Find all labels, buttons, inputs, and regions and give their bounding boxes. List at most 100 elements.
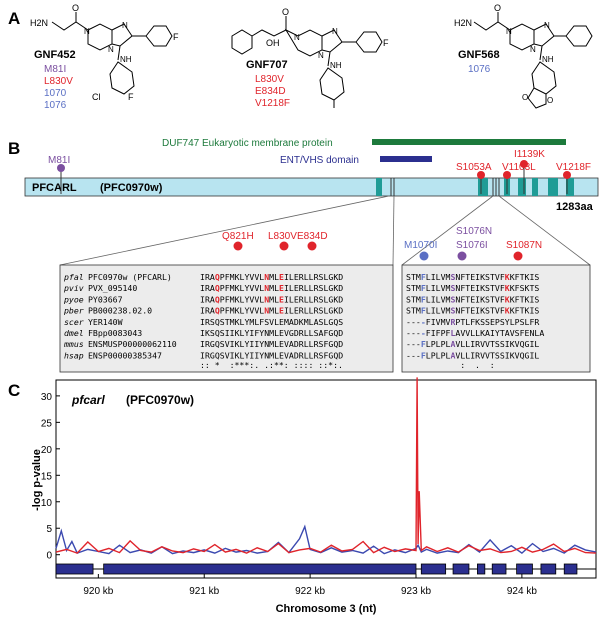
y-tick-label: 30	[41, 392, 53, 403]
left-mutation-2: E834D	[297, 231, 328, 242]
mutation-marker-e834d	[307, 241, 317, 251]
alignment-seq-id: PB000238.02.0	[88, 306, 152, 316]
conservation-left: :: * :***:. .:**: :::: ::*:.	[200, 360, 343, 370]
gnf568-n2: N	[530, 45, 536, 54]
gnf707-mutation-1: E834D	[255, 86, 286, 97]
x-tick-label: 921 kb	[189, 586, 219, 597]
left-mutation-1: L830V	[268, 231, 297, 242]
protein-id: (PFC0970w)	[100, 182, 163, 194]
series-lines	[55, 377, 597, 555]
y-tick-label: 10	[41, 498, 53, 509]
panel-b-label: B	[8, 139, 20, 158]
gnf707-mutations: L830V E834D V1218F	[255, 74, 290, 109]
right-region-mutations: M1070I S1076N S1076I S1087N	[404, 226, 542, 261]
y-tick-label: 20	[41, 445, 53, 456]
gnf568-mutation-0: 1076	[468, 64, 491, 75]
top-mutation-2: V1103L	[502, 162, 536, 173]
gnf568-o1: O	[522, 93, 528, 102]
gnf707-oh: OH	[266, 38, 280, 48]
protein-bar	[24, 177, 599, 197]
alignment-seq-right: STMFLILVMSNFTEIKSTVFKKFSKTS	[406, 283, 539, 293]
alignment-seq-id: ENSP00000385347	[88, 350, 162, 360]
gene-block	[55, 563, 94, 575]
tm-segment	[532, 178, 538, 196]
top-mutation-0: M81I	[48, 155, 70, 166]
panel-c-label: C	[8, 381, 20, 400]
alignment-seq-left: IRAQPFMKLYVVLNMLEILERLLRSLGKD	[200, 294, 343, 304]
panel-a-label: A	[8, 9, 20, 28]
gnf707-n2: N	[318, 51, 324, 60]
y-tick-label: 25	[41, 418, 53, 429]
tm-segment	[518, 178, 526, 196]
gnf452-mutations: M81I L830V 1070 1076	[44, 64, 73, 111]
gnf707-name: GNF707	[246, 59, 288, 71]
alignment-rows: pfal PFC0970w (PFCARL) IRAQPFMKLYVVLNMLEIL…	[63, 272, 544, 360]
gnf707-o: O	[282, 7, 289, 17]
gnf452-n2: N	[108, 45, 114, 54]
y-axis-label: -log p-value	[31, 449, 43, 511]
gnf568-nh: NH	[542, 55, 554, 64]
alignment-species: pviv	[63, 283, 84, 293]
plot-title-id: (PFC0970w)	[126, 393, 194, 407]
x-tick-label: 924 kb	[507, 586, 537, 597]
gnf568-o: O	[494, 3, 501, 13]
alignment-species: scer	[64, 317, 84, 327]
panel-b: B DUF747 Eukaryotic membrane protein ENT…	[8, 138, 599, 373]
alignment-seq-right: STMFLILVMSNFTEIKSTVFKKFTKIS	[406, 306, 539, 316]
gnf452-nh: NH	[120, 55, 132, 64]
gnf568-name: GNF568	[458, 49, 500, 61]
mutation-marker-m1070i	[419, 251, 429, 261]
alignment-seq-left: IRAQPFMKLYVVLNMLEILERLLRSLGKD	[200, 306, 343, 316]
mutation-marker-s1053a	[477, 171, 485, 179]
series-line-1	[55, 377, 597, 554]
gene-block	[452, 563, 470, 575]
alignment-seq-left: IRAQPFMKLYVVLNMLEILERLLRSLGKD	[200, 283, 343, 293]
gnf452-name: GNF452	[34, 49, 76, 61]
ent-domain-bar	[380, 156, 432, 162]
conservation-right: : . :	[406, 360, 495, 370]
gene-block	[516, 563, 533, 575]
alignment-seq-right: STMFLILVMSNFTEIKSTVFKKFTKIS	[406, 272, 539, 282]
top-mutation-3: I1139K	[514, 149, 545, 160]
alignment-seq-id: PFC0970w (PFCARL)	[88, 272, 172, 282]
alignment-seq-id: FBpp0083043	[88, 328, 142, 338]
duf747-label: DUF747 Eukaryotic membrane protein	[162, 138, 333, 149]
gene-track	[55, 563, 596, 575]
alignment-seq-left: IKSQSIIKLYIFYNMLEVGDRLLSAFGQD	[200, 328, 343, 338]
alignment-species: pfal	[63, 272, 84, 282]
alignment-seq-id: ENSMUSP00000062110	[88, 339, 177, 349]
gnf568-structure	[473, 12, 593, 109]
alignment-seq-right: ---FLPLPLAVLLIRVVTSSIKVQGIL	[406, 350, 539, 360]
gnf452-mutation-2: 1070	[44, 88, 67, 99]
gene-block	[563, 563, 578, 575]
zoom-lines	[59, 195, 591, 266]
tm-segment	[548, 178, 558, 196]
alignment-seq-right: STMFLILVMSNFTEIKSTVFKKFTKIS	[406, 294, 539, 304]
mutation-marker-v1218f	[563, 171, 571, 179]
mutation-marker-m81i	[57, 164, 65, 172]
tm-segment	[566, 178, 574, 196]
panel-a: A H2N O N N N F NH Cl F GNF452 M81I L830…	[8, 3, 593, 111]
gnf568-n1: N	[506, 27, 512, 36]
right-mutation-1: S1076N	[456, 226, 492, 237]
alignment-species: hsap	[64, 350, 84, 360]
gnf707-nh: NH	[330, 61, 342, 70]
y-ticks: 0 5 10 15 20 25 30	[41, 392, 60, 562]
gnf452-structure	[51, 12, 173, 95]
gnf452-mutation-1: L830V	[44, 76, 73, 87]
gnf707-f: F	[383, 38, 389, 48]
y-tick-label: 5	[46, 524, 52, 535]
panel-c: C pfcarl (PFC0970w) -log p-value Chromos…	[8, 377, 597, 615]
gnf707-mutation-2: V1218F	[255, 98, 290, 109]
alignment-seq-left: IRGQSVIKLYIIYNMLEVADRLLRSFGQD	[200, 350, 343, 360]
x-tick-label: 920 kb	[83, 586, 113, 597]
gnf568-o2: O	[547, 96, 553, 105]
top-mutations: M81I S1053A V1103L I1139K V1218F	[48, 149, 591, 194]
left-region-mutations: Q821H L830V E834D	[222, 231, 328, 251]
gene-block	[103, 563, 417, 575]
gnf452-n3: N	[122, 21, 128, 30]
alignment-box-right	[401, 264, 591, 373]
gnf452-f2: F	[128, 92, 134, 102]
top-mutation-4: V1218F	[556, 162, 591, 173]
